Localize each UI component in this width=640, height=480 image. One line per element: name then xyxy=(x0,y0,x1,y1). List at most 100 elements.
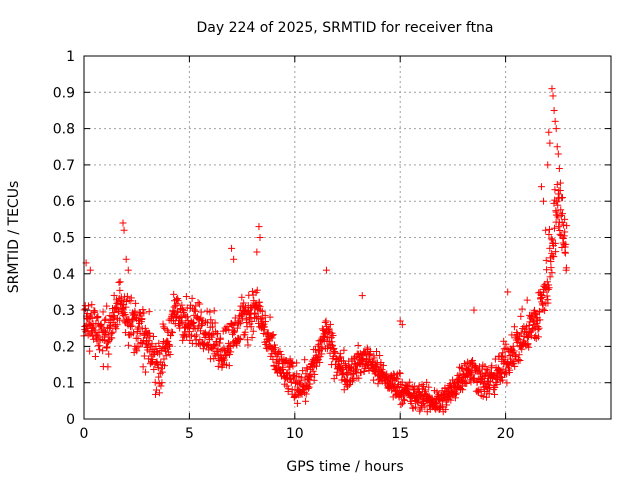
data-point xyxy=(370,376,378,384)
data-point xyxy=(550,106,558,114)
data-point xyxy=(553,181,561,189)
data-point xyxy=(166,350,174,358)
data-point xyxy=(543,292,551,300)
data-point xyxy=(128,322,136,330)
data-point xyxy=(518,305,526,313)
data-point xyxy=(322,266,330,274)
data-point xyxy=(283,370,291,378)
data-point xyxy=(247,323,255,331)
data-point xyxy=(425,402,433,410)
data-point xyxy=(474,387,482,395)
data-point xyxy=(459,386,467,394)
data-point xyxy=(550,253,558,261)
data-point xyxy=(398,378,406,386)
x-tick-label: 10 xyxy=(286,426,304,442)
data-point xyxy=(545,284,553,292)
data-point xyxy=(223,323,231,331)
data-point xyxy=(545,128,553,136)
data-point xyxy=(248,287,256,295)
data-point xyxy=(328,341,336,349)
data-point xyxy=(396,317,404,325)
data-point xyxy=(258,307,266,315)
data-point xyxy=(214,345,222,353)
data-point xyxy=(152,390,160,398)
data-point xyxy=(86,347,94,355)
data-point xyxy=(282,374,290,382)
data-point xyxy=(120,226,128,234)
data-point xyxy=(152,343,160,351)
data-point xyxy=(287,375,295,383)
data-point xyxy=(214,362,222,370)
data-point xyxy=(140,352,148,360)
data-point xyxy=(318,350,326,358)
data-point xyxy=(289,362,297,370)
data-point xyxy=(122,297,130,305)
data-point xyxy=(255,223,263,231)
data-point xyxy=(554,150,562,158)
data-point xyxy=(108,334,116,342)
data-point xyxy=(544,161,552,169)
data-point xyxy=(511,362,519,370)
data-point xyxy=(166,342,174,350)
data-point xyxy=(554,190,562,198)
data-point xyxy=(379,361,387,369)
y-tick-label: 0.5 xyxy=(53,231,75,247)
data-point xyxy=(523,296,531,304)
data-point xyxy=(178,305,186,313)
data-point xyxy=(158,379,166,387)
data-point xyxy=(324,333,332,341)
data-point xyxy=(88,314,96,322)
data-point xyxy=(549,92,557,100)
data-point xyxy=(241,328,249,336)
y-tick-label: 0.6 xyxy=(53,194,75,210)
data-point xyxy=(119,305,127,313)
data-point xyxy=(534,333,542,341)
data-point xyxy=(304,384,312,392)
x-axis-label: GPS time / hours xyxy=(286,459,403,475)
y-axis-label: SRMTID / TECUs xyxy=(6,181,22,294)
data-point xyxy=(302,397,310,405)
data-point xyxy=(96,322,104,330)
data-point xyxy=(150,365,158,373)
data-point xyxy=(136,329,144,337)
data-point xyxy=(101,316,109,324)
data-point xyxy=(122,255,130,263)
data-point xyxy=(86,266,94,274)
data-point xyxy=(482,393,490,401)
data-point xyxy=(138,315,146,323)
data-point xyxy=(506,366,514,374)
data-point xyxy=(131,314,139,322)
data-point xyxy=(149,333,157,341)
data-point xyxy=(276,347,284,355)
data-point xyxy=(283,375,291,383)
data-point xyxy=(561,215,569,223)
data-point xyxy=(357,369,365,377)
data-point xyxy=(102,343,110,351)
data-point xyxy=(340,386,348,394)
data-point xyxy=(211,319,219,327)
data-point xyxy=(230,255,238,263)
data-point xyxy=(560,221,568,229)
data-point xyxy=(491,390,499,398)
data-point xyxy=(490,382,498,390)
data-point xyxy=(383,370,391,378)
data-point xyxy=(248,334,256,342)
data-point xyxy=(556,179,564,187)
chart-title: Day 224 of 2025, SRMTID for receiver ftn… xyxy=(196,20,493,36)
data-point xyxy=(105,350,113,358)
data-point xyxy=(551,239,559,247)
data-point xyxy=(240,299,248,307)
x-tick-label: 0 xyxy=(80,426,89,442)
data-point xyxy=(155,389,163,397)
y-tick-label: 0.7 xyxy=(53,158,75,174)
data-point xyxy=(119,219,127,227)
data-point xyxy=(187,332,195,340)
data-point xyxy=(536,316,544,324)
x-tick-label: 20 xyxy=(497,426,515,442)
data-point xyxy=(296,380,304,388)
data-point xyxy=(479,392,487,400)
data-point xyxy=(542,256,550,264)
data-point xyxy=(546,273,554,281)
data-point xyxy=(535,324,543,332)
data-point xyxy=(369,358,377,366)
